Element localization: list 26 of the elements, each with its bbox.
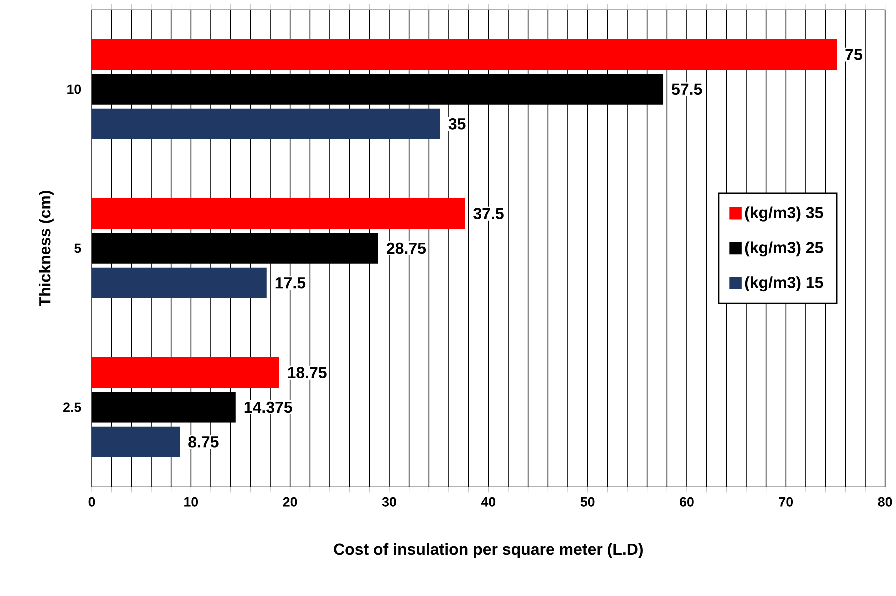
data-label: 35 [448,118,466,130]
y-tick-label: 2.5 [64,402,82,412]
data-label: 14.375 [244,402,292,414]
x-tick-label: 40 [481,497,496,507]
data-label: 17.5 [276,278,306,289]
x-tick-label: 50 [580,497,595,507]
y-axis-title: Thickness (cm) [39,191,54,307]
legend-label: (kg/m3) 15 [745,276,824,292]
data-label: 28.75 [387,242,426,254]
x-tick-label: 70 [779,497,794,507]
y-tick-label: 5 [74,244,82,254]
x-axis-title: Cost of insulation per square meter (L.D) [334,543,643,558]
x-tick-label: 20 [283,497,298,507]
legend-label: (kg/m3) 25 [745,242,824,257]
x-tick-label: 30 [382,497,396,507]
data-label: 18.75 [288,367,327,378]
x-tick-label: 80 [878,497,892,507]
y-tick-label: 10 [68,84,82,94]
data-label: 8.75 [188,436,219,448]
data-label: 75 [846,49,862,60]
x-tick-label: 60 [680,497,694,507]
x-tick-label: 10 [184,497,198,507]
x-tick-label: 0 [88,497,96,507]
data-label: 57.5 [672,84,702,96]
data-label: 37.5 [474,208,504,220]
legend-label: (kg/m3) 35 [745,206,824,222]
